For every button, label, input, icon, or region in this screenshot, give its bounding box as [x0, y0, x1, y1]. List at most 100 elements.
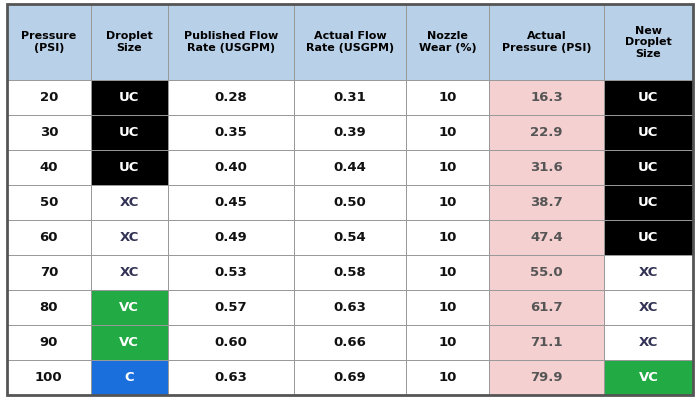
Text: 71.1: 71.1: [531, 336, 563, 349]
Bar: [91, 4, 167, 80]
Bar: [295, 290, 405, 325]
Bar: [295, 185, 405, 220]
Bar: [489, 290, 604, 325]
Text: 0.66: 0.66: [334, 336, 366, 349]
Bar: [167, 360, 295, 395]
Text: 31.6: 31.6: [530, 161, 563, 174]
Text: 0.53: 0.53: [215, 266, 247, 279]
Text: 10: 10: [438, 371, 456, 384]
Bar: [167, 80, 295, 115]
Text: 0.54: 0.54: [334, 231, 366, 244]
Bar: [167, 4, 295, 80]
Text: 55.0: 55.0: [530, 266, 563, 279]
Bar: [604, 360, 693, 395]
Bar: [295, 220, 405, 255]
Text: UC: UC: [638, 161, 659, 174]
Text: UC: UC: [119, 161, 139, 174]
Bar: [167, 185, 295, 220]
Text: Pressure
(PSI): Pressure (PSI): [21, 31, 76, 53]
Bar: [604, 185, 693, 220]
Text: 0.39: 0.39: [334, 126, 366, 139]
Text: XC: XC: [638, 266, 658, 279]
Text: 0.69: 0.69: [334, 371, 366, 384]
Bar: [91, 80, 167, 115]
Text: 10: 10: [438, 126, 456, 139]
Bar: [295, 255, 405, 290]
Text: 0.63: 0.63: [334, 301, 366, 314]
Text: 10: 10: [438, 91, 456, 104]
Bar: [91, 185, 167, 220]
Bar: [405, 4, 489, 80]
Bar: [167, 255, 295, 290]
Text: 90: 90: [40, 336, 58, 349]
Text: 10: 10: [438, 161, 456, 174]
Bar: [604, 220, 693, 255]
Bar: [604, 80, 693, 115]
Bar: [405, 325, 489, 360]
Bar: [91, 360, 167, 395]
Bar: [91, 325, 167, 360]
Bar: [604, 115, 693, 150]
Text: XC: XC: [120, 266, 139, 279]
Text: 50: 50: [40, 196, 58, 209]
Bar: [7, 360, 91, 395]
Text: 40: 40: [40, 161, 58, 174]
Text: 10: 10: [438, 196, 456, 209]
Text: 80: 80: [40, 301, 58, 314]
Bar: [91, 220, 167, 255]
Text: UC: UC: [119, 91, 139, 104]
Text: 0.40: 0.40: [214, 161, 247, 174]
Text: Actual
Pressure (PSI): Actual Pressure (PSI): [502, 31, 592, 53]
Bar: [405, 360, 489, 395]
Bar: [489, 115, 604, 150]
Bar: [167, 325, 295, 360]
Text: 0.58: 0.58: [334, 266, 366, 279]
Text: 10: 10: [438, 301, 456, 314]
Bar: [7, 290, 91, 325]
Bar: [405, 290, 489, 325]
Text: 47.4: 47.4: [530, 231, 563, 244]
Text: 0.57: 0.57: [215, 301, 247, 314]
Text: Droplet
Size: Droplet Size: [106, 31, 153, 53]
Bar: [604, 255, 693, 290]
Text: Nozzle
Wear (%): Nozzle Wear (%): [419, 31, 476, 53]
Bar: [604, 290, 693, 325]
Text: 0.50: 0.50: [334, 196, 366, 209]
Bar: [91, 115, 167, 150]
Bar: [489, 4, 604, 80]
Text: 38.7: 38.7: [530, 196, 563, 209]
Text: VC: VC: [638, 371, 658, 384]
Text: UC: UC: [638, 196, 659, 209]
Bar: [604, 325, 693, 360]
Text: Actual Flow
Rate (USGPM): Actual Flow Rate (USGPM): [306, 31, 394, 53]
Bar: [604, 150, 693, 185]
Text: 10: 10: [438, 266, 456, 279]
Bar: [7, 185, 91, 220]
Text: 0.44: 0.44: [334, 161, 366, 174]
Bar: [489, 80, 604, 115]
Text: 0.49: 0.49: [215, 231, 247, 244]
Text: UC: UC: [638, 231, 659, 244]
Bar: [167, 290, 295, 325]
Bar: [604, 4, 693, 80]
Text: 10: 10: [438, 231, 456, 244]
Bar: [7, 150, 91, 185]
Bar: [295, 360, 405, 395]
Text: 10: 10: [438, 336, 456, 349]
Bar: [405, 220, 489, 255]
Bar: [295, 150, 405, 185]
Bar: [405, 115, 489, 150]
Bar: [405, 185, 489, 220]
Bar: [295, 115, 405, 150]
Text: 61.7: 61.7: [530, 301, 563, 314]
Text: 20: 20: [40, 91, 58, 104]
Bar: [167, 115, 295, 150]
Bar: [295, 4, 405, 80]
Bar: [91, 290, 167, 325]
Text: 0.45: 0.45: [215, 196, 247, 209]
Text: New
Droplet
Size: New Droplet Size: [625, 26, 672, 59]
Text: 22.9: 22.9: [531, 126, 563, 139]
Bar: [91, 150, 167, 185]
Text: 0.63: 0.63: [214, 371, 247, 384]
Bar: [489, 185, 604, 220]
